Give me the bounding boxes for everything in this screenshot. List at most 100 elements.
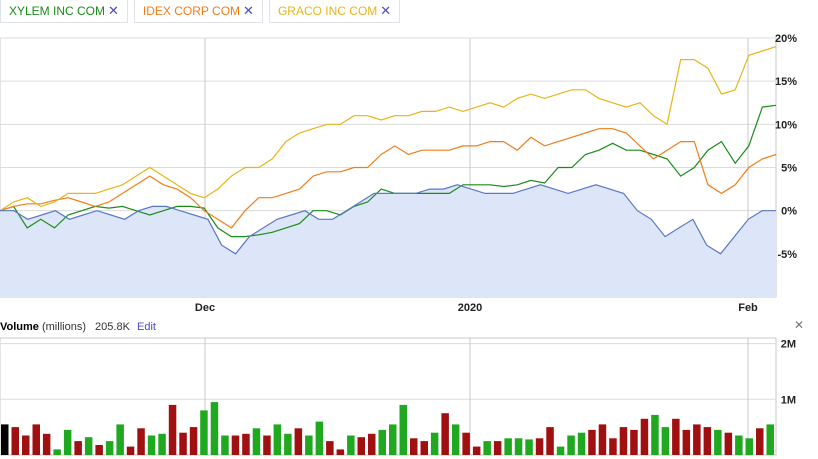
series-line-graco	[0, 46, 777, 212]
volume-bar	[640, 418, 649, 455]
volume-bar	[368, 433, 376, 455]
volume-chart[interactable]: 2M 1M	[0, 334, 818, 459]
volume-bar	[252, 428, 261, 455]
volume-bar	[514, 438, 523, 455]
series-area	[0, 184, 776, 297]
volume-bar	[336, 449, 345, 455]
volume-bar	[147, 435, 156, 455]
legend-item-idex[interactable]: IDEX CORP COM ✕	[133, 0, 263, 23]
volume-bar	[651, 414, 659, 455]
volume-bar	[242, 433, 250, 455]
volume-bar	[53, 449, 61, 455]
volume-bar	[357, 437, 365, 455]
close-icon[interactable]: ✕	[243, 3, 254, 18]
volume-bar	[326, 441, 334, 455]
volume-bar	[116, 424, 124, 455]
volume-bar	[63, 429, 72, 455]
volume-bar	[231, 435, 240, 455]
volume-bar	[504, 438, 512, 455]
volume-bar	[189, 427, 198, 455]
volume-bar	[42, 433, 51, 455]
volume-edit-link[interactable]: Edit	[136, 321, 156, 333]
volume-label: Volume	[0, 321, 39, 333]
series-line-idex	[0, 128, 777, 229]
volume-bar	[745, 438, 753, 455]
volume-bar	[105, 441, 114, 455]
volume-title: Volume (millions) 205.8K Edit	[0, 321, 156, 333]
y-tick-label: 10%	[775, 119, 797, 131]
x-tick-label: Dec	[195, 302, 215, 314]
legend-label-xylem: XYLEM INC COM	[9, 4, 106, 18]
volume-bar	[22, 435, 30, 455]
legend-item-graco[interactable]: GRACO INC COM ✕	[268, 0, 401, 23]
volume-bar	[315, 421, 324, 455]
volume-bar	[126, 446, 135, 455]
volume-value: 205.8K	[95, 321, 130, 333]
volume-bar	[95, 445, 103, 455]
volume-bar	[1, 424, 9, 455]
volume-bar	[483, 441, 491, 455]
volume-bar	[441, 413, 449, 455]
volume-bar	[11, 427, 19, 455]
volume-bar	[420, 441, 428, 455]
volume-bar	[619, 427, 628, 455]
volume-bar	[682, 429, 691, 455]
x-tick-label: 2020	[458, 302, 482, 314]
volume-bar	[766, 424, 774, 455]
y-tick-label: 15%	[775, 76, 797, 88]
close-icon[interactable]: ✕	[794, 318, 805, 332]
legend-item-xylem[interactable]: XYLEM INC COM ✕	[0, 0, 128, 23]
volume-bar	[703, 427, 712, 455]
volume-bar	[567, 435, 575, 455]
volume-bar	[525, 439, 533, 455]
volume-bar	[168, 404, 177, 455]
volume-bar	[588, 429, 596, 455]
volume-bar	[294, 428, 303, 455]
volume-y-tick-label: 2M	[781, 339, 796, 351]
volume-bar	[661, 427, 670, 455]
y-tick-label: 20%	[775, 33, 797, 45]
volume-bar	[693, 424, 701, 455]
volume-bar	[32, 424, 40, 455]
volume-bar	[756, 428, 764, 455]
volume-bar	[389, 424, 397, 455]
volume-bar	[347, 435, 355, 455]
volume-bar	[221, 435, 229, 455]
legend-label-graco: GRACO INC COM	[277, 4, 378, 18]
volume-bar	[305, 435, 313, 455]
volume-bar	[672, 418, 680, 455]
volume-bar	[598, 424, 607, 455]
volume-bar	[630, 429, 638, 455]
volume-bar	[609, 438, 617, 455]
price-chart[interactable]: 20% 15% 10% 5% 0% -5% Dec 2020 Feb	[0, 24, 818, 324]
volume-bar	[714, 429, 722, 455]
volume-bar	[263, 435, 271, 455]
volume-bar	[273, 424, 282, 455]
volume-bar	[556, 446, 565, 455]
volume-bar	[210, 402, 219, 455]
volume-bar	[546, 427, 554, 455]
volume-bar	[399, 404, 407, 455]
y-tick-label: -5%	[777, 249, 797, 261]
volume-bar	[179, 432, 187, 455]
volume-bar	[493, 441, 502, 455]
volume-bar	[724, 432, 733, 455]
series-line-base	[0, 184, 776, 255]
volume-bar	[430, 432, 439, 455]
close-icon[interactable]: ✕	[108, 3, 119, 18]
volume-bar	[74, 441, 82, 455]
y-tick-label: 0%	[781, 206, 797, 218]
volume-bar	[284, 433, 292, 455]
volume-y-tick-label: 1M	[781, 394, 796, 406]
volume-bar	[451, 424, 460, 455]
legend-label-idex: IDEX CORP COM	[142, 4, 241, 18]
y-tick-label: 5%	[781, 163, 797, 175]
x-tick-label: Feb	[738, 302, 758, 314]
close-icon[interactable]: ✕	[380, 3, 392, 18]
volume-bar	[462, 432, 470, 455]
legend: XYLEM INC COM ✕ IDEX CORP COM ✕ GRACO IN…	[0, 0, 406, 24]
volume-bar	[378, 429, 386, 455]
volume-bar	[158, 433, 166, 455]
volume-bar	[410, 438, 418, 455]
volume-bar	[84, 437, 93, 455]
